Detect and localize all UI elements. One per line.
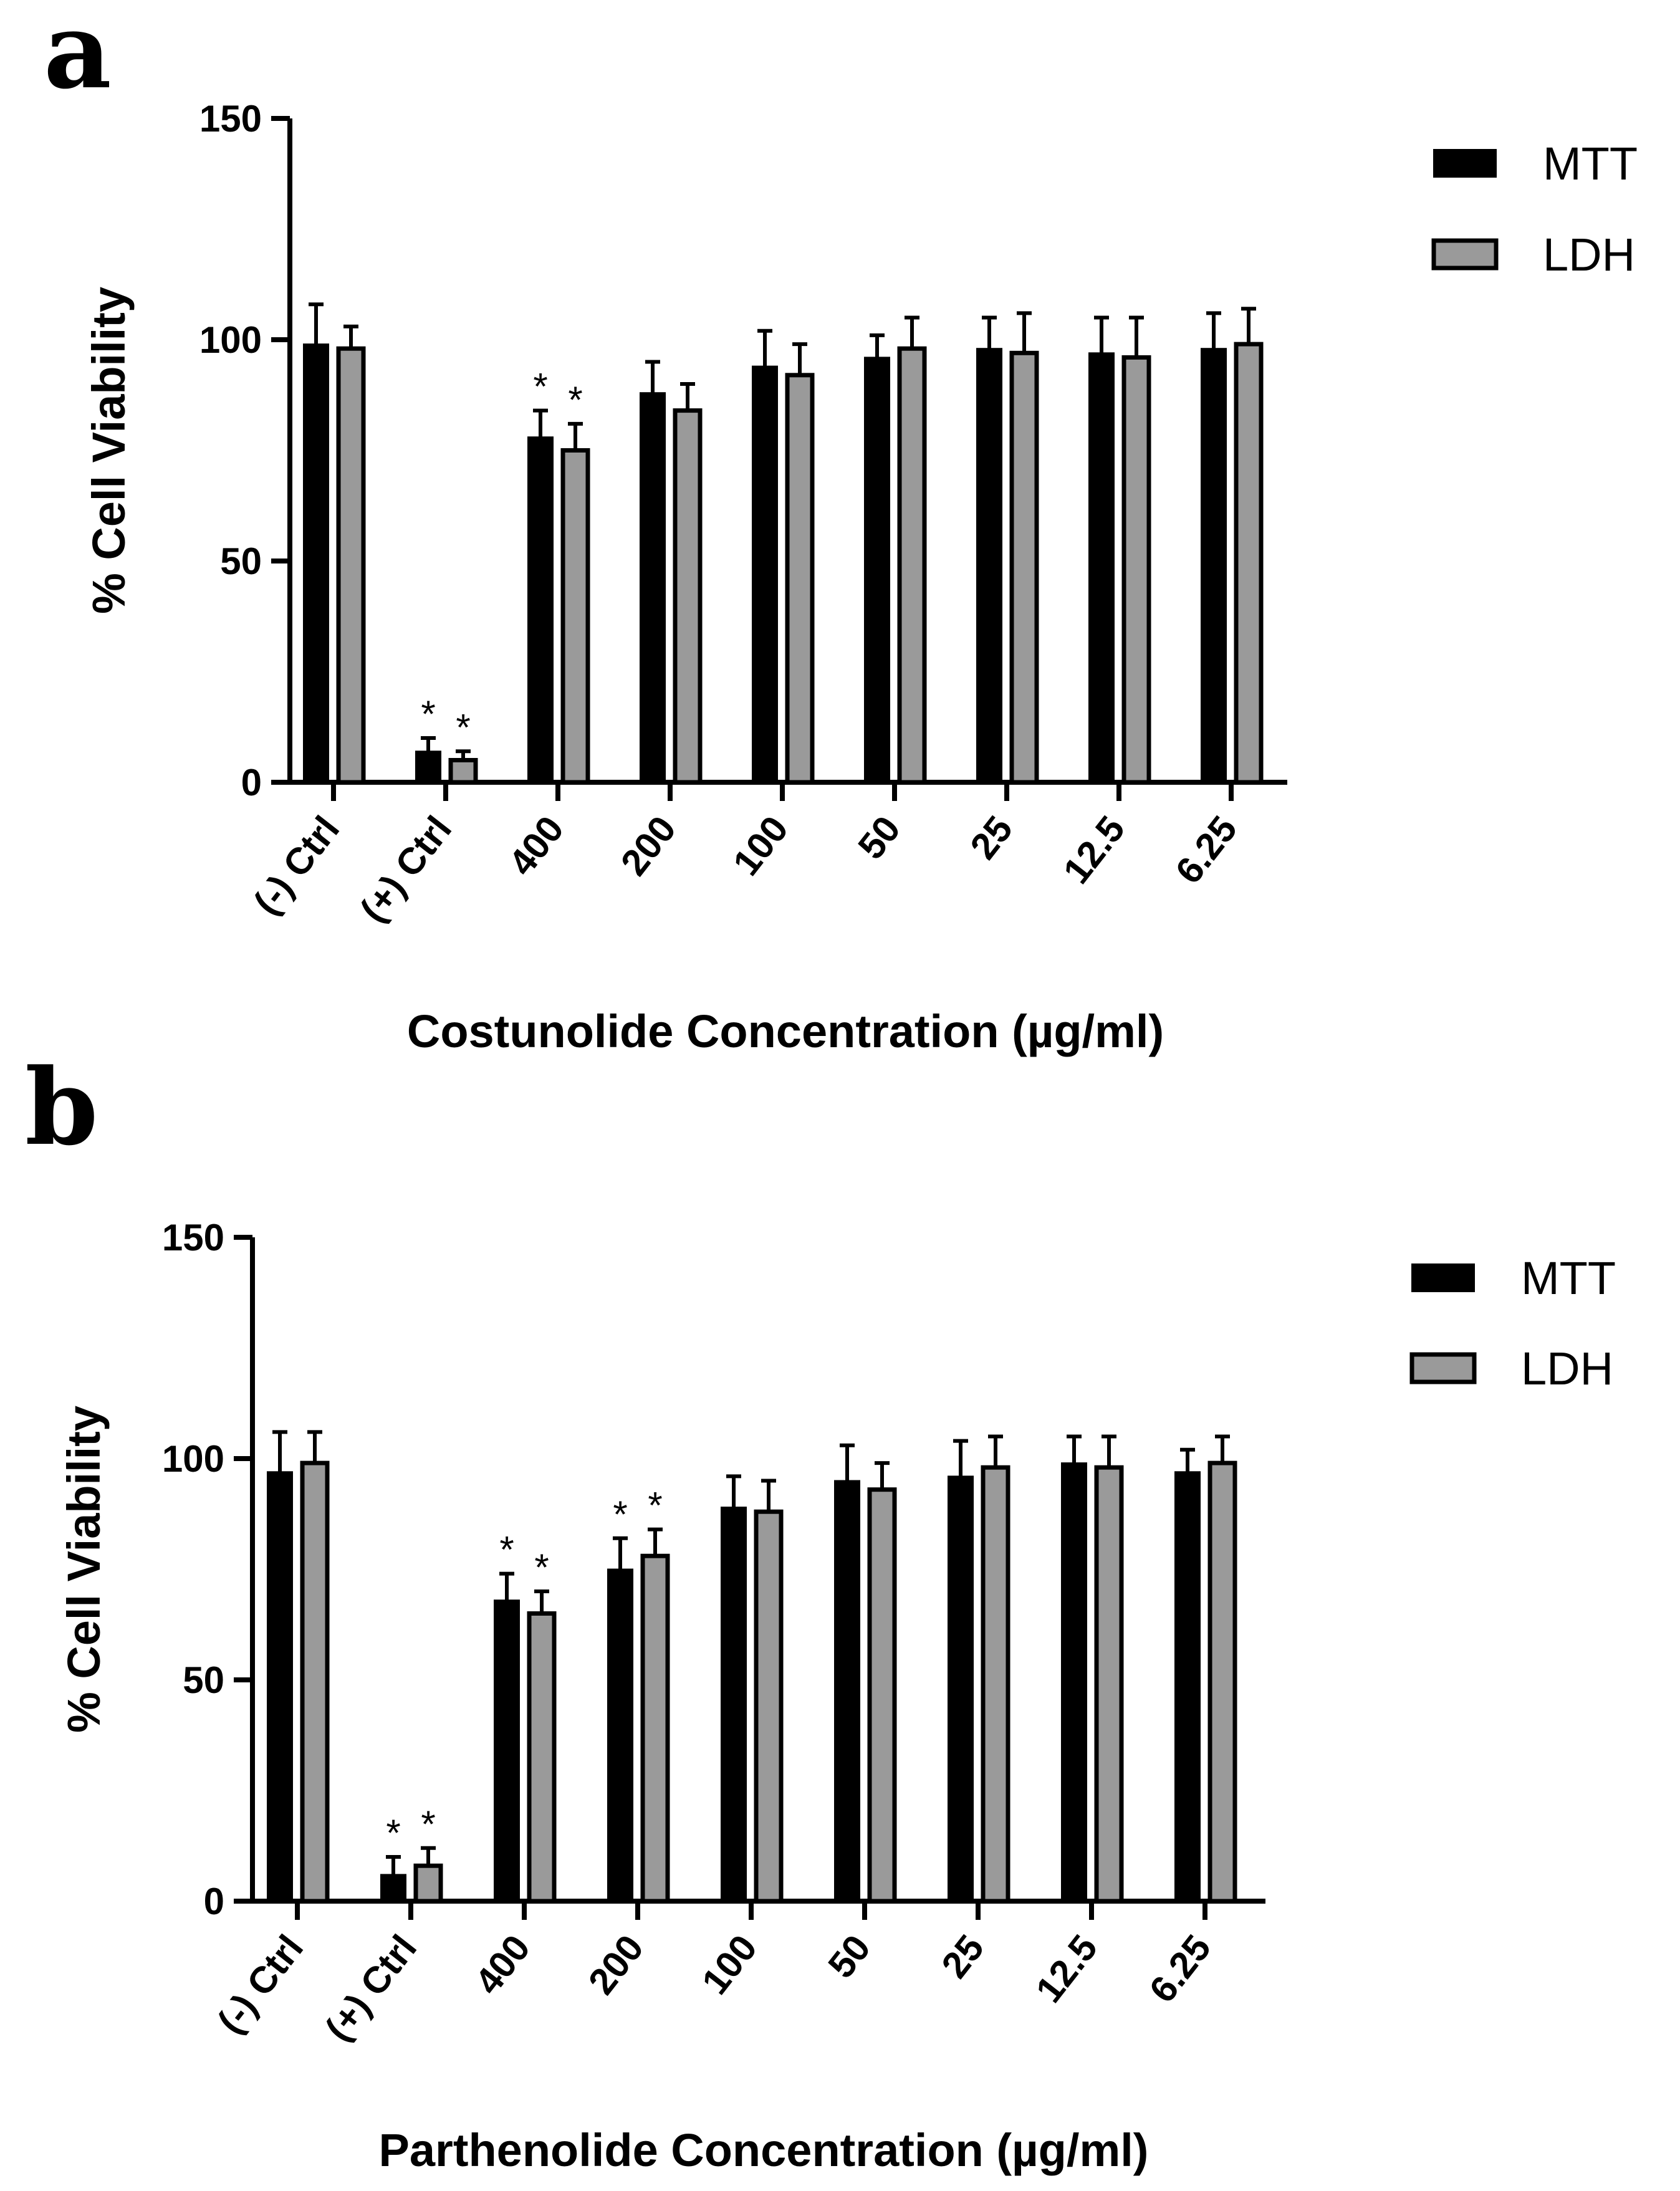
legend-label-mtt: MTT bbox=[1521, 1252, 1616, 1304]
bar-ldh bbox=[673, 408, 703, 785]
legend-label-ldh: LDH bbox=[1521, 1343, 1613, 1394]
significance-star: * bbox=[456, 706, 470, 748]
bar-ldh bbox=[527, 1611, 557, 1904]
y-tick-label: 100 bbox=[199, 319, 262, 361]
legend-label-mtt: MTT bbox=[1543, 138, 1638, 189]
bar-ldh bbox=[897, 346, 927, 785]
legend-label-ldh: LDH bbox=[1543, 229, 1635, 280]
significance-star: * bbox=[499, 1529, 514, 1571]
x-axis-title: Costunolide Concentration (µg/ml) bbox=[407, 1005, 1164, 1057]
y-tick-label: 0 bbox=[241, 762, 262, 803]
bar-ldh bbox=[413, 1863, 443, 1904]
y-tick-label: 150 bbox=[162, 1217, 224, 1259]
bar-mtt bbox=[752, 365, 778, 783]
legend-swatch-mtt bbox=[1433, 149, 1497, 178]
x-axis-title: Parthenolide Concentration (µg/ml) bbox=[379, 2124, 1149, 2176]
bar-ldh bbox=[336, 346, 366, 785]
bar-mtt bbox=[1174, 1471, 1201, 1902]
bar-mtt bbox=[607, 1568, 633, 1902]
significance-star: * bbox=[648, 1485, 662, 1527]
panel-label-b: b bbox=[25, 1045, 98, 1169]
bar-ldh bbox=[1009, 350, 1039, 785]
y-axis-title: % Cell Viability bbox=[58, 1406, 110, 1733]
significance-star: * bbox=[421, 693, 435, 735]
bar-mtt bbox=[1201, 348, 1227, 783]
panel-label-a: a bbox=[44, 0, 112, 112]
significance-star: * bbox=[533, 366, 547, 408]
legend-swatch-ldh bbox=[1431, 238, 1499, 271]
bar-mtt bbox=[721, 1507, 747, 1902]
bar-ldh bbox=[754, 1509, 784, 1904]
bar-ldh bbox=[1121, 355, 1151, 785]
bar-ldh bbox=[1234, 342, 1264, 785]
bar-mtt bbox=[527, 436, 554, 783]
y-tick-label: 50 bbox=[220, 540, 262, 582]
bar-ldh bbox=[867, 1487, 897, 1904]
bar-ldh bbox=[640, 1553, 670, 1904]
bar-mtt bbox=[640, 392, 666, 783]
bar-mtt bbox=[834, 1480, 860, 1902]
y-tick-label: 0 bbox=[204, 1881, 224, 1922]
bar-ldh bbox=[785, 373, 815, 785]
bar-mtt bbox=[976, 348, 1002, 783]
legend-swatch-mtt bbox=[1411, 1263, 1475, 1292]
significance-star: * bbox=[568, 379, 582, 421]
bar-ldh bbox=[560, 448, 590, 785]
bar-mtt bbox=[267, 1471, 293, 1902]
bar-mtt bbox=[380, 1874, 406, 1902]
bar-mtt bbox=[494, 1599, 520, 1902]
y-tick-label: 50 bbox=[183, 1659, 224, 1701]
significance-star: * bbox=[421, 1803, 435, 1845]
bar-mtt bbox=[864, 357, 890, 783]
bar-ldh bbox=[448, 758, 478, 785]
bar-mtt bbox=[948, 1475, 974, 1902]
bar-ldh bbox=[981, 1465, 1010, 1904]
bar-ldh bbox=[1094, 1465, 1124, 1904]
bar-mtt bbox=[415, 750, 441, 784]
bar-ldh bbox=[300, 1460, 330, 1904]
bar-mtt bbox=[303, 343, 329, 783]
significance-star: * bbox=[613, 1493, 627, 1535]
y-axis-title: % Cell Viability bbox=[83, 287, 135, 614]
y-tick-label: 100 bbox=[162, 1438, 224, 1480]
significance-star: * bbox=[386, 1812, 400, 1854]
bar-mtt bbox=[1088, 352, 1115, 783]
legend-swatch-ldh bbox=[1409, 1352, 1477, 1384]
y-tick-label: 150 bbox=[199, 98, 262, 140]
bar-ldh bbox=[1207, 1460, 1237, 1904]
significance-star: * bbox=[534, 1546, 549, 1588]
bar-mtt bbox=[1061, 1462, 1087, 1902]
